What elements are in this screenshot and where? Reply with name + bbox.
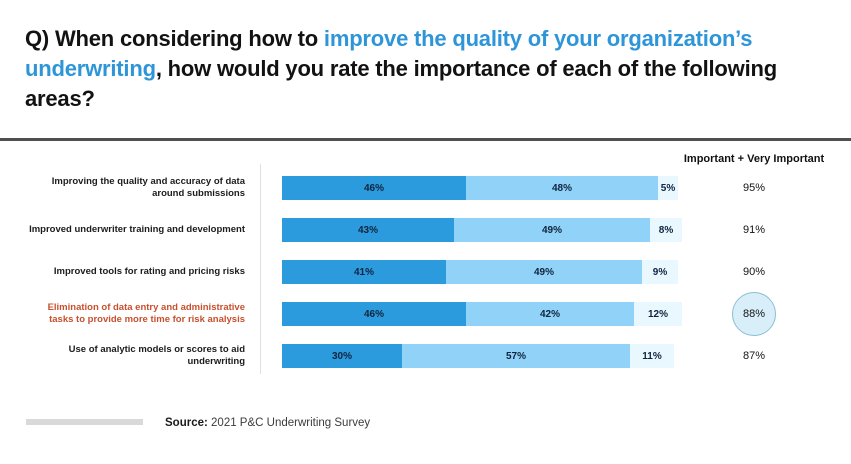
segment-value: 30% [331,350,352,362]
segment-value: 43% [357,224,378,236]
segment-value: 49% [541,224,562,236]
bar-segment-segment-2-light-blue: 57% [402,344,630,368]
segment-value: 11% [642,350,662,362]
summary-value: 90% [682,260,826,284]
title-segment: Q) When considering how to [25,26,324,51]
stacked-bar: 46% 42% 12% [282,302,682,326]
title-segment: improve the quality of your organization… [25,26,753,81]
segment-value: 9% [652,266,668,278]
page-title: Q) When considering how to improve the q… [25,24,810,114]
stacked-bar: 46% 48% 5% [282,176,678,200]
summary-value: 88% [682,292,826,336]
bar-segment-segment-2-light-blue: 42% [466,302,634,326]
bar-segment-segment-2-light-blue: 48% [466,176,658,200]
row-label: Use of analytic models or scores to aid … [68,344,245,367]
stacked-bar: 43% 49% 8% [282,218,682,242]
bar-segment-segment-2-light-blue: 49% [446,260,642,284]
segment-value: 48% [551,182,572,194]
summary-value-text: 90% [742,266,766,278]
row-label: Elimination of data entry and administra… [47,302,245,325]
source-label: Source: [165,417,208,429]
summary-value-text: 87% [742,350,766,362]
summary-value: 87% [682,344,826,368]
importance-stacked-bar-chart: Important + Very Important Improving the… [25,150,826,380]
summary-value-text: 95% [742,182,766,194]
chart-row: Use of analytic models or scores to aid … [25,344,826,368]
chart-row: Improving the quality and accuracy of da… [25,176,826,200]
summary-value: 95% [682,176,826,200]
summary-value-text: 88% [742,308,766,320]
footer-accent-bar [26,419,143,425]
bar-segment-segment-1-dark-blue: 41% [282,260,446,284]
segment-value: 57% [505,350,526,362]
source-text: 2021 P&C Underwriting Survey [207,417,371,429]
stacked-bar: 30% 57% 11% [282,344,674,368]
bar-segment-segment-1-dark-blue: 46% [282,176,466,200]
bar-segment-segment-3-pale-blue: 12% [634,302,682,326]
summary-column-header: Important + Very Important [683,153,825,165]
row-label: Improving the quality and accuracy of da… [51,176,245,199]
chart-row: Improved tools for rating and pricing ri… [25,260,826,284]
title-divider [0,138,851,141]
bar-segment-segment-3-pale-blue: 11% [630,344,674,368]
summary-value-text: 91% [742,224,766,236]
segment-value: 46% [363,308,384,320]
summary-value: 91% [682,218,826,242]
axis-line [260,164,261,374]
source-line: Source: 2021 P&C Underwriting Survey [165,416,370,431]
highlight-circle: 88% [732,292,776,336]
segment-value: 41% [353,266,374,278]
segment-value: 49% [533,266,554,278]
bar-segment-segment-3-pale-blue: 9% [642,260,678,284]
bar-segment-segment-1-dark-blue: 46% [282,302,466,326]
chart-row: Elimination of data entry and administra… [25,292,826,336]
bar-segment-segment-2-light-blue: 49% [454,218,650,242]
stacked-bar: 41% 49% 9% [282,260,678,284]
segment-value: 5% [660,182,676,194]
row-label: Improved underwriter training and develo… [29,224,245,235]
segment-value: 8% [658,224,674,236]
segment-value: 12% [647,308,668,320]
bar-segment-segment-1-dark-blue: 43% [282,218,454,242]
segment-value: 42% [539,308,560,320]
title-segment: , how would you rate the importance of e… [25,56,777,111]
row-label: Improved tools for rating and pricing ri… [53,266,245,277]
chart-row: Improved underwriter training and develo… [25,218,826,242]
bar-segment-segment-1-dark-blue: 30% [282,344,402,368]
segment-value: 46% [363,182,384,194]
bar-segment-segment-3-pale-blue: 5% [658,176,678,200]
bar-segment-segment-3-pale-blue: 8% [650,218,682,242]
